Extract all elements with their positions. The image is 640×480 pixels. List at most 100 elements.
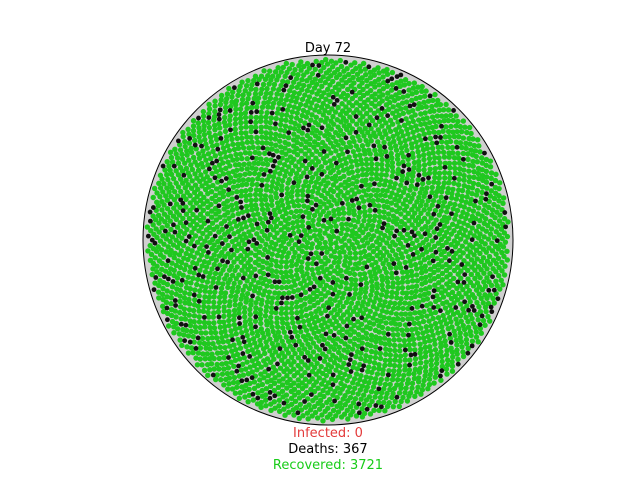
recovered-point bbox=[353, 184, 360, 190]
recovered-point bbox=[304, 410, 311, 416]
recovered-point bbox=[425, 254, 432, 261]
recovered-point bbox=[206, 110, 212, 117]
recovered-point bbox=[295, 105, 302, 112]
dead-point bbox=[270, 152, 276, 158]
recovered-point bbox=[478, 195, 485, 201]
recovered-point bbox=[232, 390, 239, 396]
recovered-point bbox=[420, 318, 427, 325]
recovered-point bbox=[298, 373, 305, 379]
recovered-point bbox=[321, 393, 327, 400]
recovered-point bbox=[363, 192, 369, 198]
recovered-point bbox=[150, 213, 156, 219]
recovered-point bbox=[201, 220, 208, 227]
recovered-point bbox=[229, 99, 235, 105]
recovered-point bbox=[320, 112, 326, 118]
recovered-point bbox=[211, 325, 218, 331]
recovered-point bbox=[246, 229, 252, 235]
recovered-point bbox=[368, 192, 374, 199]
recovered-point bbox=[384, 289, 390, 295]
recovered-point bbox=[310, 340, 317, 346]
recovered-point bbox=[208, 255, 215, 262]
recovered-point bbox=[303, 244, 310, 251]
recovered-point bbox=[384, 188, 390, 194]
dead-point bbox=[249, 155, 255, 161]
recovered-point bbox=[165, 176, 171, 183]
recovered-point bbox=[271, 344, 277, 351]
recovered-point bbox=[301, 82, 307, 89]
recovered-point bbox=[459, 193, 465, 199]
recovered-point bbox=[161, 241, 167, 247]
recovered-point bbox=[259, 86, 265, 92]
recovered-point bbox=[279, 149, 285, 156]
recovered-point bbox=[363, 352, 369, 359]
recovered-point bbox=[290, 184, 296, 191]
recovered-point bbox=[406, 80, 412, 87]
recovered-point bbox=[311, 330, 317, 336]
recovered-point bbox=[288, 193, 295, 200]
recovered-point bbox=[469, 225, 475, 231]
recovered-point bbox=[430, 315, 436, 322]
recovered-point bbox=[241, 161, 247, 167]
recovered-point bbox=[402, 197, 409, 203]
recovered-point bbox=[391, 362, 398, 369]
recovered-point bbox=[318, 310, 324, 316]
recovered-point bbox=[295, 382, 302, 389]
recovered-point bbox=[375, 197, 381, 203]
recovered-point bbox=[201, 299, 207, 305]
recovered-point bbox=[436, 119, 443, 125]
recovered-point bbox=[383, 351, 389, 357]
recovered-point bbox=[244, 208, 250, 214]
recovered-point bbox=[296, 415, 302, 422]
recovered-point bbox=[411, 375, 418, 382]
recovered-point bbox=[326, 368, 333, 375]
recovered-point bbox=[406, 87, 412, 93]
dead-point bbox=[267, 390, 273, 395]
dead-point bbox=[183, 238, 189, 244]
recovered-point bbox=[465, 253, 471, 259]
dead-point bbox=[306, 225, 312, 230]
recovered-point bbox=[288, 388, 294, 395]
recovered-point bbox=[342, 242, 348, 248]
recovered-point bbox=[412, 310, 418, 316]
recovered-point bbox=[358, 396, 364, 402]
recovered-point bbox=[265, 206, 271, 213]
recovered-point bbox=[223, 333, 230, 339]
recovered-point bbox=[175, 184, 182, 190]
recovered-point bbox=[347, 270, 353, 277]
recovered-point bbox=[201, 319, 208, 326]
recovered-point bbox=[291, 254, 297, 260]
recovered-point bbox=[484, 266, 490, 272]
recovered-point bbox=[188, 185, 195, 191]
dead-point bbox=[420, 176, 426, 182]
recovered-point bbox=[201, 123, 207, 129]
recovered-point bbox=[275, 384, 282, 391]
dead-point bbox=[367, 202, 373, 208]
recovered-point bbox=[400, 159, 406, 165]
recovered-point bbox=[316, 406, 323, 412]
recovered-point bbox=[291, 125, 298, 132]
recovered-point bbox=[195, 120, 201, 126]
recovered-point bbox=[372, 270, 378, 277]
recovered-point bbox=[216, 355, 223, 362]
recovered-point bbox=[431, 380, 437, 386]
recovered-point bbox=[408, 141, 415, 147]
recovered-point bbox=[321, 269, 327, 275]
recovered-point bbox=[284, 185, 290, 192]
recovered-point bbox=[269, 283, 275, 290]
recovered-point bbox=[334, 293, 340, 299]
recovered-point bbox=[293, 115, 300, 121]
recovered-point bbox=[223, 165, 229, 172]
recovered-point bbox=[229, 196, 235, 202]
recovered-point bbox=[370, 384, 377, 390]
recovered-point bbox=[242, 271, 248, 277]
recovered-point bbox=[243, 299, 249, 305]
recovered-point bbox=[422, 353, 429, 360]
recovered-point bbox=[323, 56, 329, 63]
recovered-point bbox=[263, 397, 269, 403]
recovered-point bbox=[463, 199, 469, 205]
recovered-point bbox=[431, 108, 437, 114]
recovered-point bbox=[448, 112, 454, 119]
recovered-point bbox=[312, 133, 319, 139]
recovered-point bbox=[289, 167, 296, 174]
recovered-point bbox=[476, 291, 482, 297]
